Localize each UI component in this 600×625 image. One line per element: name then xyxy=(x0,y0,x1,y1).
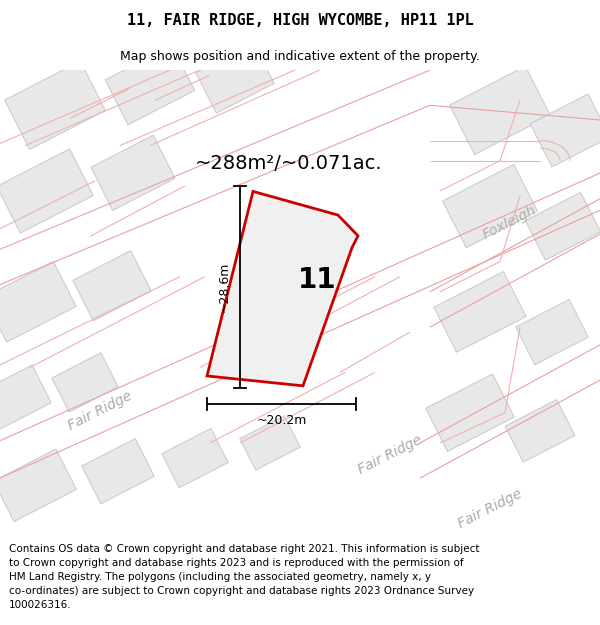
Polygon shape xyxy=(0,261,76,342)
Text: 11: 11 xyxy=(298,266,336,294)
Polygon shape xyxy=(207,191,358,386)
Text: ~28.6m: ~28.6m xyxy=(218,262,231,312)
Text: ~20.2m: ~20.2m xyxy=(256,414,307,428)
Polygon shape xyxy=(505,399,575,462)
Polygon shape xyxy=(82,439,154,504)
Text: Fair Ridge: Fair Ridge xyxy=(455,487,524,531)
Polygon shape xyxy=(425,374,514,451)
Polygon shape xyxy=(526,192,600,260)
Text: Contains OS data © Crown copyright and database right 2021. This information is : Contains OS data © Crown copyright and d… xyxy=(9,544,479,611)
Text: 11, FAIR RIDGE, HIGH WYCOMBE, HP11 1PL: 11, FAIR RIDGE, HIGH WYCOMBE, HP11 1PL xyxy=(127,12,473,28)
Polygon shape xyxy=(196,43,274,113)
Text: Fair Ridge: Fair Ridge xyxy=(65,388,134,432)
Text: Fair Ridge: Fair Ridge xyxy=(356,432,424,477)
Polygon shape xyxy=(530,94,600,167)
Polygon shape xyxy=(5,61,106,149)
Polygon shape xyxy=(0,149,94,233)
Polygon shape xyxy=(449,66,550,154)
Polygon shape xyxy=(443,164,538,248)
Text: ~288m²/~0.071ac.: ~288m²/~0.071ac. xyxy=(195,154,383,173)
Polygon shape xyxy=(0,449,76,521)
Polygon shape xyxy=(52,353,118,412)
Polygon shape xyxy=(434,272,526,352)
Text: Foxleigh: Foxleigh xyxy=(481,204,539,242)
Polygon shape xyxy=(105,46,195,125)
Text: Map shows position and indicative extent of the property.: Map shows position and indicative extent… xyxy=(120,49,480,62)
Polygon shape xyxy=(162,428,228,488)
Polygon shape xyxy=(516,299,588,364)
Polygon shape xyxy=(240,416,300,470)
Polygon shape xyxy=(91,135,175,211)
Polygon shape xyxy=(73,251,151,321)
Polygon shape xyxy=(0,365,51,430)
